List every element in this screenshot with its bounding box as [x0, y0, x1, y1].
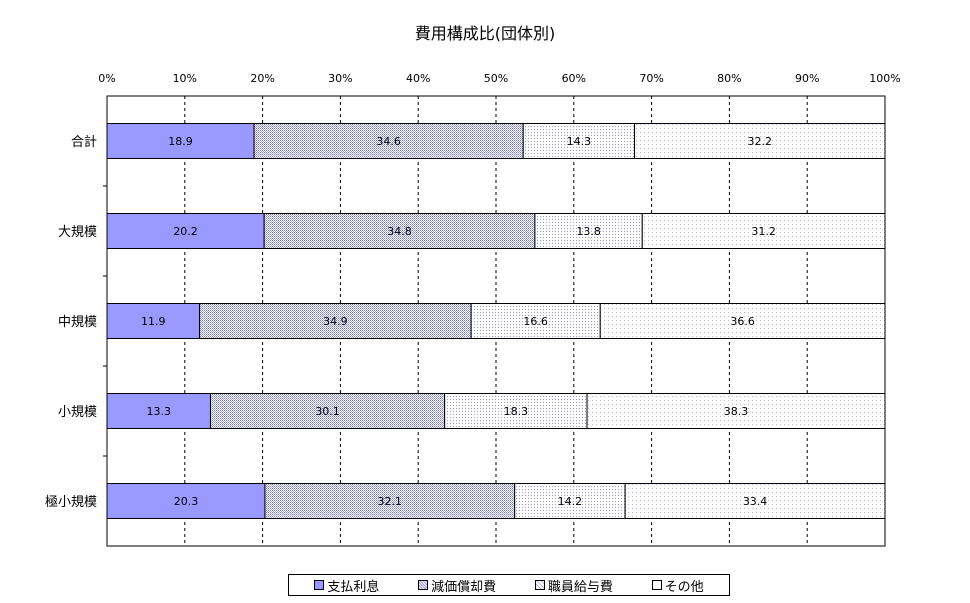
- bar-segment: [522, 123, 635, 159]
- legend-item: その他: [651, 576, 704, 595]
- data-label: 20.2: [173, 225, 198, 238]
- bar-segment: [263, 213, 536, 249]
- data-label: 20.3: [174, 495, 199, 508]
- data-label: 31.2: [751, 225, 776, 238]
- data-label: 32.1: [378, 495, 403, 508]
- data-label: 30.1: [315, 405, 340, 418]
- x-tick-label: 80%: [717, 72, 741, 85]
- x-tick-label: 40%: [406, 72, 430, 85]
- legend-item: 職員給与費: [534, 576, 613, 595]
- x-tick-label: 0%: [98, 72, 115, 85]
- legend-swatch: [314, 580, 325, 590]
- category-label: 大規模: [58, 225, 97, 240]
- legend-label: 職員給与費: [547, 579, 613, 595]
- data-label: 13.8: [576, 225, 601, 238]
- data-label: 38.3: [724, 405, 749, 418]
- data-label: 34.8: [387, 225, 412, 238]
- data-label: 18.9: [168, 135, 193, 148]
- data-label: 32.2: [747, 135, 772, 148]
- bar-segment: [106, 483, 266, 519]
- category-label: 合計: [71, 134, 97, 150]
- bar-segment: [534, 213, 643, 249]
- x-tick-label: 30%: [328, 72, 352, 85]
- bar-segment: [106, 303, 201, 339]
- x-tick-label: 50%: [484, 72, 508, 85]
- bar-segment: [470, 303, 601, 339]
- legend-swatch: [534, 580, 545, 590]
- data-label: 34.9: [323, 315, 348, 328]
- data-label: 34.6: [376, 135, 401, 148]
- legend-swatch: [418, 580, 429, 590]
- chart-title: 費用構成比(団体別): [414, 24, 556, 43]
- bar-segment: [209, 393, 446, 429]
- bar-segment: [106, 213, 265, 249]
- data-label: 18.3: [504, 405, 529, 418]
- x-tick-label: 90%: [795, 72, 819, 85]
- bar-segment: [106, 393, 211, 429]
- bar-segment: [641, 213, 886, 249]
- category-label: 中規模: [58, 315, 97, 330]
- data-label: 33.4: [743, 495, 768, 508]
- category-label: 極小規模: [45, 494, 97, 510]
- data-label: 14.3: [567, 135, 592, 148]
- x-tick-label: 70%: [639, 72, 663, 85]
- data-label: 16.6: [523, 315, 548, 328]
- legend-item: 支払利息: [314, 576, 379, 595]
- data-label: 36.6: [730, 315, 755, 328]
- data-label: 11.9: [141, 315, 166, 328]
- bar-segment: [624, 483, 886, 519]
- legend-label: 支払利息: [327, 579, 380, 595]
- bar-segment: [514, 483, 626, 519]
- data-label: 13.3: [146, 405, 171, 418]
- bar-segment: [633, 123, 886, 159]
- chart-legend: 支払利息 減価償却費 職員給与費 その他: [288, 574, 730, 596]
- bar-segment: [586, 393, 886, 429]
- legend-swatch: [651, 580, 662, 590]
- category-label: 小規模: [58, 405, 97, 420]
- bar-segment: [106, 123, 255, 159]
- data-label: 14.2: [558, 495, 583, 508]
- bar-segment: [199, 303, 472, 339]
- x-tick-label: 20%: [250, 72, 274, 85]
- x-tick-label: 100%: [869, 72, 900, 85]
- bar-segment: [264, 483, 516, 519]
- x-tick-label: 10%: [173, 72, 197, 85]
- legend-label: その他: [664, 579, 704, 595]
- legend-item: 減価償却費: [418, 576, 496, 595]
- x-tick-label: 60%: [562, 72, 586, 85]
- bar-segment: [599, 303, 886, 339]
- legend-label: 減価償却費: [431, 579, 497, 595]
- bar-segment: [444, 393, 588, 429]
